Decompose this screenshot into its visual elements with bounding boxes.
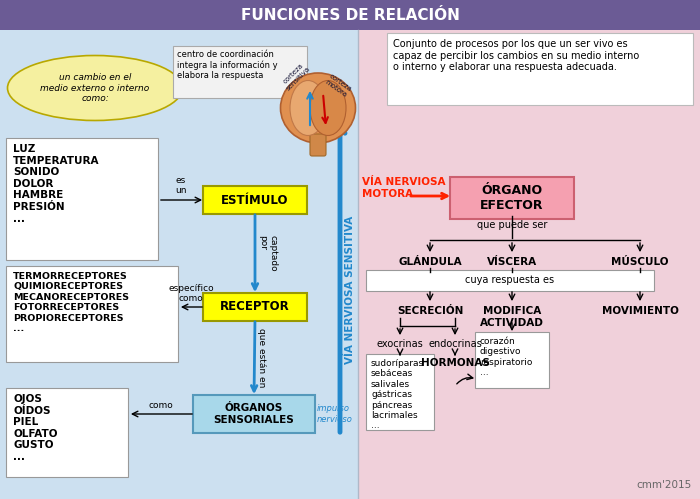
FancyBboxPatch shape bbox=[366, 270, 654, 291]
Text: corteza
motora: corteza motora bbox=[323, 73, 352, 99]
Text: ESTÍMULO: ESTÍMULO bbox=[221, 194, 288, 207]
FancyBboxPatch shape bbox=[203, 186, 307, 214]
Text: VÍSCERA: VÍSCERA bbox=[487, 257, 537, 267]
Text: FUNCIONES DE RELACIÓN: FUNCIONES DE RELACIÓN bbox=[241, 7, 459, 22]
FancyBboxPatch shape bbox=[6, 388, 128, 477]
Text: cuya respuesta es: cuya respuesta es bbox=[466, 275, 554, 285]
Text: corazón
digestivo
respiratorio
...: corazón digestivo respiratorio ... bbox=[480, 337, 533, 377]
Text: que están en: que están en bbox=[257, 328, 266, 388]
Bar bbox=[358, 30, 700, 499]
Text: Conjunto de procesos por los que un ser vivo es
capaz de percibir los cambios en: Conjunto de procesos por los que un ser … bbox=[393, 39, 639, 72]
FancyBboxPatch shape bbox=[203, 293, 307, 321]
Text: ÓRGANO
EFECTOR: ÓRGANO EFECTOR bbox=[480, 184, 544, 212]
Text: TERMORRECEPTORES
QUIMIORECEPTORES
MECANORECEPTORES
FOTORRECEPTORES
PROPIORECEPTO: TERMORRECEPTORES QUIMIORECEPTORES MECANO… bbox=[13, 272, 129, 333]
Ellipse shape bbox=[8, 55, 183, 120]
Text: sudoríparas
sebáceas
salivales
gástricas
páncreas
lacrimales
...: sudoríparas sebáceas salivales gástricas… bbox=[371, 359, 424, 431]
Bar bbox=[0, 0, 700, 30]
Text: como: como bbox=[148, 401, 174, 410]
Text: captado
por: captado por bbox=[258, 235, 277, 272]
Ellipse shape bbox=[290, 80, 326, 136]
Text: MOVIMIENTO: MOVIMIENTO bbox=[601, 306, 678, 316]
Text: SECRECIÓN: SECRECIÓN bbox=[397, 306, 463, 316]
FancyBboxPatch shape bbox=[310, 134, 326, 156]
Text: corteza
sensitiva: corteza sensitiva bbox=[281, 60, 312, 92]
FancyArrowPatch shape bbox=[457, 374, 473, 384]
Text: MÚSCULO: MÚSCULO bbox=[611, 257, 668, 267]
Text: OJOS
OÍDOS
PIEL
OLFATO
GUSTO
...: OJOS OÍDOS PIEL OLFATO GUSTO ... bbox=[13, 394, 57, 462]
Text: LUZ
TEMPERATURA
SONIDO
DOLOR
HAMBRE
PRESIÓN
...: LUZ TEMPERATURA SONIDO DOLOR HAMBRE PRES… bbox=[13, 144, 99, 224]
FancyBboxPatch shape bbox=[6, 138, 158, 260]
Text: RECEPTOR: RECEPTOR bbox=[220, 300, 290, 313]
Text: centro de coordinación
integra la información y
elabora la respuesta: centro de coordinación integra la inform… bbox=[177, 50, 278, 80]
Text: un cambio en el
medio externo o interno
como:: un cambio en el medio externo o interno … bbox=[41, 73, 150, 103]
Text: impulso
nervioso: impulso nervioso bbox=[317, 404, 353, 424]
Text: que puede ser: que puede ser bbox=[477, 220, 547, 230]
FancyBboxPatch shape bbox=[450, 177, 574, 219]
Text: exocrinas: exocrinas bbox=[377, 339, 424, 349]
FancyBboxPatch shape bbox=[366, 354, 434, 430]
Text: MODIFICA
ACTIVIDAD: MODIFICA ACTIVIDAD bbox=[480, 306, 544, 328]
FancyBboxPatch shape bbox=[475, 332, 549, 388]
Text: específico
como: específico como bbox=[168, 283, 214, 303]
Text: es
un: es un bbox=[175, 176, 187, 195]
Text: HORMONAS: HORMONAS bbox=[421, 358, 489, 368]
FancyBboxPatch shape bbox=[6, 266, 178, 362]
Text: GLÁNDULA: GLÁNDULA bbox=[398, 257, 462, 267]
Text: endocrinas: endocrinas bbox=[428, 339, 482, 349]
FancyBboxPatch shape bbox=[387, 33, 693, 105]
Text: ÓRGANOS
SENSORIALES: ÓRGANOS SENSORIALES bbox=[214, 403, 295, 425]
Bar bbox=[0, 30, 358, 499]
Ellipse shape bbox=[281, 73, 356, 143]
FancyBboxPatch shape bbox=[193, 395, 315, 433]
Text: VÍA NERVIOSA SENSITIVA: VÍA NERVIOSA SENSITIVA bbox=[345, 216, 355, 364]
FancyBboxPatch shape bbox=[173, 46, 307, 98]
Text: cmm'2015: cmm'2015 bbox=[637, 480, 692, 490]
Ellipse shape bbox=[310, 80, 346, 136]
Text: VÍA NERVIOSA
MOTORA: VÍA NERVIOSA MOTORA bbox=[362, 177, 445, 199]
